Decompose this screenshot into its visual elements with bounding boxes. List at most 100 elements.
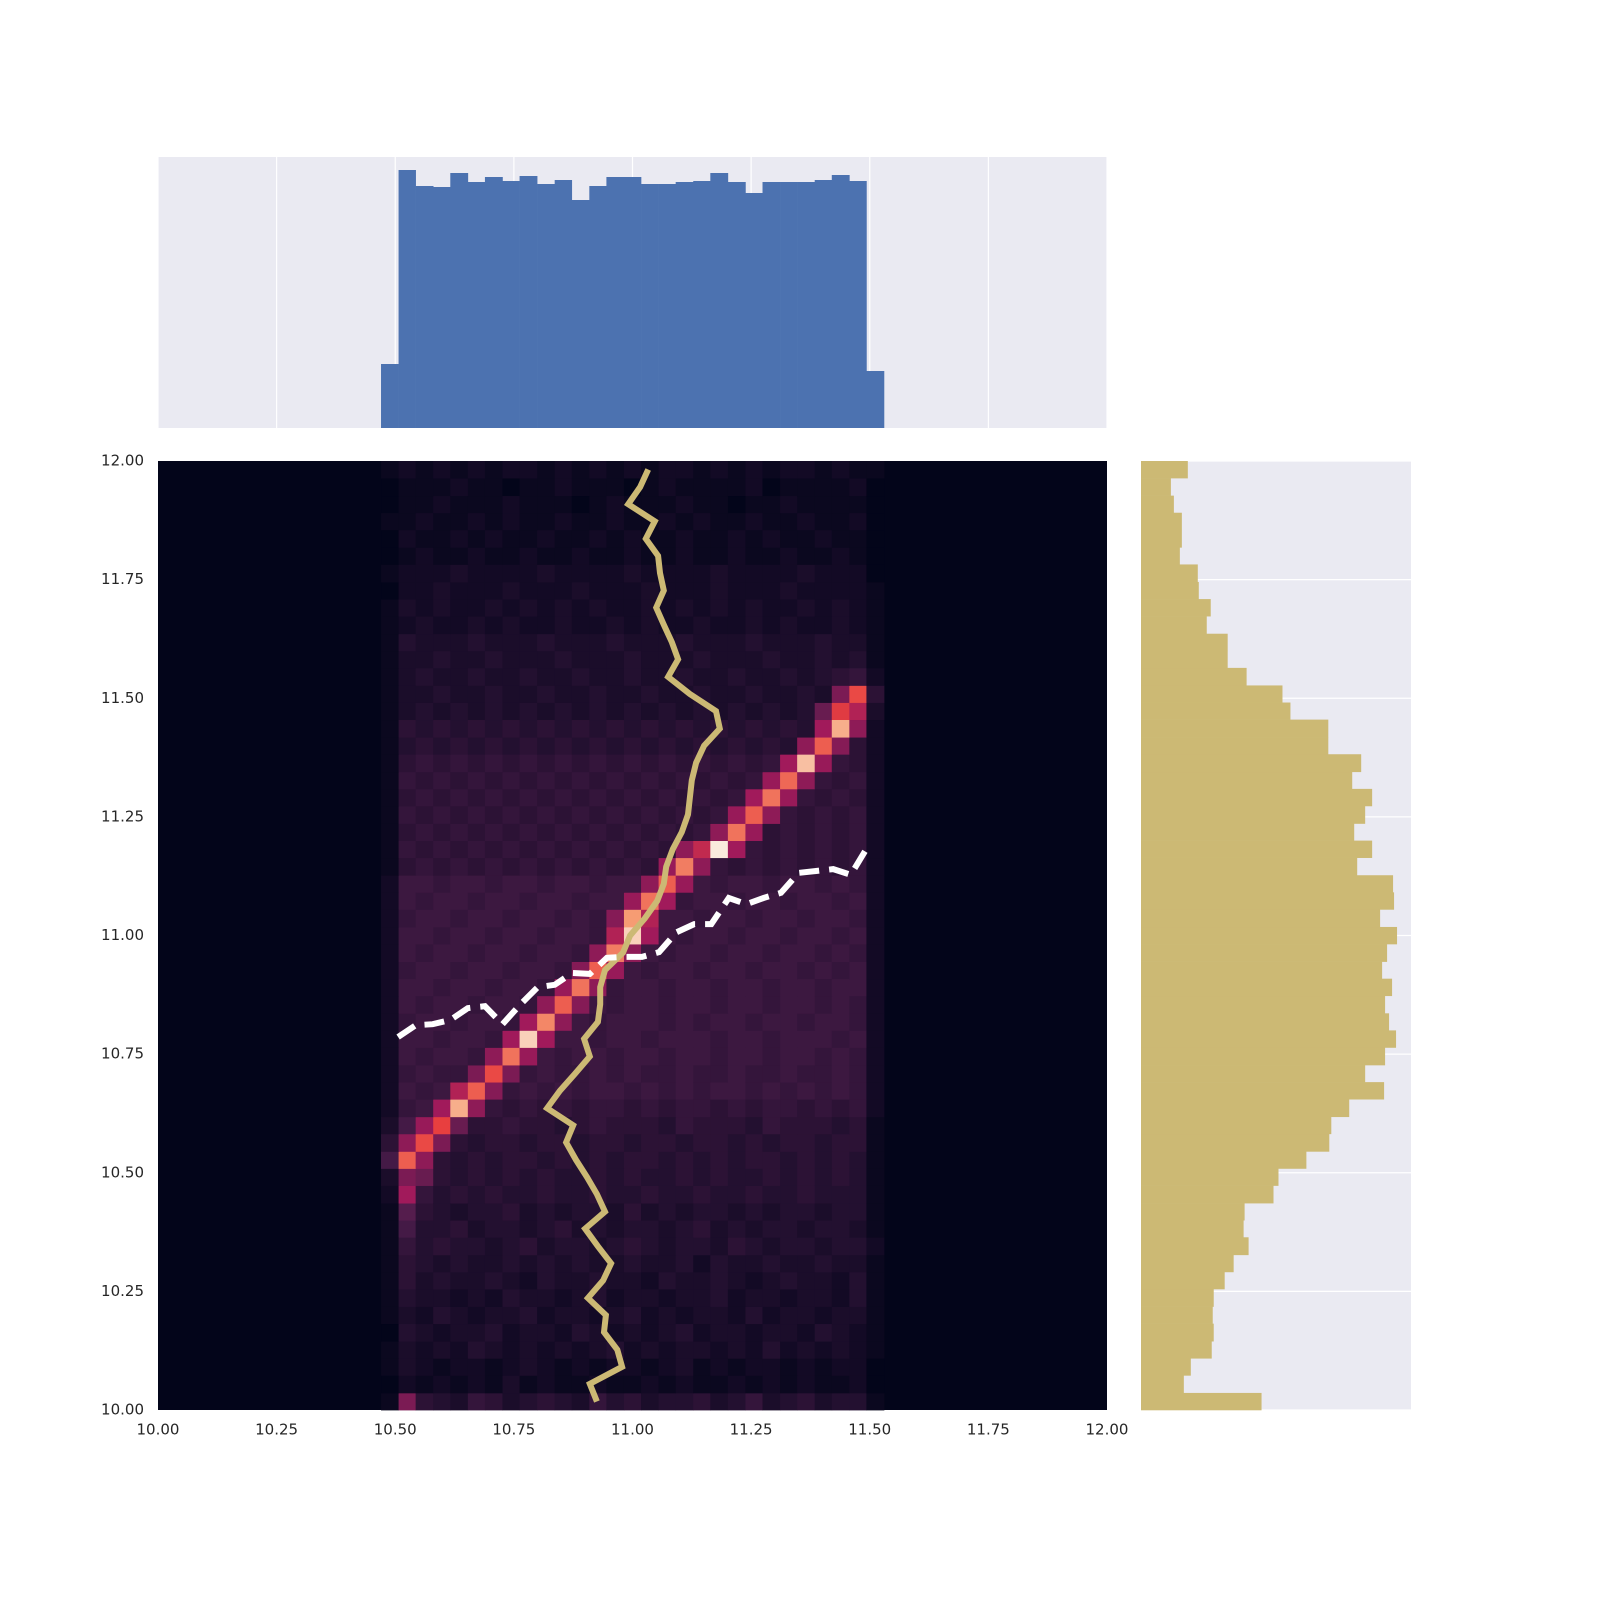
heatmap-cell — [866, 978, 885, 997]
heatmap-cell — [797, 1323, 816, 1342]
heatmap-cell — [831, 1099, 850, 1118]
heatmap-cell — [675, 1392, 694, 1411]
heatmap-cell — [571, 1099, 590, 1118]
heatmap-cell — [606, 1237, 625, 1256]
histogram-bar — [1141, 805, 1366, 824]
heatmap-cell — [502, 719, 520, 738]
heatmap-cell — [693, 599, 711, 617]
heatmap-cell — [623, 1099, 642, 1118]
heatmap-cell — [571, 650, 590, 669]
heatmap-cell — [606, 667, 625, 686]
heatmap-cell — [571, 1341, 590, 1359]
heatmap-cell — [450, 754, 469, 773]
heatmap-cell — [554, 771, 573, 790]
heatmap-cell — [675, 737, 694, 755]
heatmap-cell — [641, 719, 659, 738]
heatmap-cell — [762, 857, 781, 876]
heatmap-cell — [398, 1047, 417, 1066]
heatmap-cell — [710, 1323, 729, 1342]
heatmap-cell — [658, 737, 677, 755]
heatmap-cell — [502, 1392, 520, 1411]
heatmap-cell — [641, 1289, 659, 1307]
heatmap-cell — [658, 1082, 677, 1100]
heatmap-cell — [571, 564, 590, 583]
heatmap-cell — [762, 495, 781, 514]
heatmap-cell — [745, 909, 763, 928]
heatmap-cell — [398, 1185, 417, 1204]
heatmap-cell — [571, 892, 590, 910]
x-tick-label: 10.50 — [374, 1421, 417, 1439]
heatmap-cell — [780, 1271, 798, 1290]
heatmap-cell — [710, 754, 729, 773]
heatmap-cell — [675, 581, 694, 600]
heatmap-cell — [519, 478, 538, 497]
heatmap-cell — [745, 1133, 763, 1152]
heatmap-cell — [519, 685, 538, 703]
heatmap-cell — [727, 1203, 746, 1221]
heatmap-cell — [433, 875, 451, 893]
heatmap-cell — [433, 771, 451, 790]
heatmap-cell — [780, 1099, 798, 1118]
heatmap-cell — [693, 1220, 711, 1238]
heatmap-cell — [849, 667, 867, 686]
heatmap-cell — [710, 892, 729, 910]
heatmap-cell — [571, 926, 590, 945]
histogram-bar — [537, 184, 555, 428]
heatmap-cell — [415, 495, 434, 514]
heatmap-cell — [381, 1323, 399, 1342]
heatmap-cell — [433, 1133, 451, 1152]
heatmap-cell — [571, 616, 590, 635]
heatmap-cell — [727, 737, 746, 755]
heatmap-cell — [814, 1013, 833, 1031]
heatmap-cell — [571, 478, 590, 497]
y-tick-label: 12.00 — [101, 452, 144, 470]
heatmap-cell — [797, 667, 816, 686]
heatmap-cell — [727, 719, 746, 738]
heatmap-cell — [849, 547, 867, 565]
heatmap-cell — [381, 857, 399, 876]
heatmap-cell — [866, 857, 885, 876]
heatmap-cell — [484, 1168, 503, 1186]
heatmap-cell — [519, 1289, 538, 1307]
heatmap-cell — [519, 737, 538, 755]
heatmap-cell — [866, 719, 885, 738]
heatmap-cell — [762, 702, 781, 721]
heatmap-cell — [484, 478, 503, 497]
histogram-bar — [1141, 995, 1386, 1014]
heatmap-cell — [571, 754, 590, 773]
heatmap-cell — [623, 754, 642, 773]
heatmap-cell — [658, 719, 677, 738]
heatmap-cell — [398, 1306, 417, 1325]
heatmap-cell — [398, 1392, 417, 1411]
heatmap-cell — [745, 1220, 763, 1238]
heatmap-cell — [433, 961, 451, 980]
heatmap-cell — [537, 650, 556, 669]
heatmap-cell — [693, 823, 711, 841]
heatmap-cell — [675, 1306, 694, 1325]
heatmap-cell — [467, 667, 486, 686]
heatmap-cell — [849, 1271, 867, 1290]
heatmap-cell — [745, 1099, 763, 1118]
heatmap-cell — [710, 1030, 729, 1048]
heatmap-cell — [519, 1082, 538, 1100]
heatmap-cell — [415, 961, 434, 980]
heatmap-cell — [467, 1341, 486, 1359]
heatmap-cell — [693, 892, 711, 910]
heatmap-cell — [450, 1065, 469, 1083]
heatmap-cell — [502, 1082, 520, 1100]
heatmap-cell — [415, 805, 434, 824]
histogram-bar — [1141, 1030, 1397, 1048]
heatmap-cell — [623, 1306, 642, 1325]
heatmap-cell — [502, 978, 520, 997]
heatmap-cell — [641, 875, 659, 893]
heatmap-cell — [693, 1323, 711, 1342]
heatmap-cell — [866, 1358, 885, 1376]
heatmap-cell — [797, 616, 816, 635]
heatmap-cell — [623, 1168, 642, 1186]
heatmap-cell — [727, 1254, 746, 1273]
heatmap-cell — [849, 702, 867, 721]
heatmap-cell — [831, 1306, 850, 1325]
heatmap-cell — [641, 737, 659, 755]
heatmap-cell — [381, 616, 399, 635]
heatmap-cell — [484, 875, 503, 893]
